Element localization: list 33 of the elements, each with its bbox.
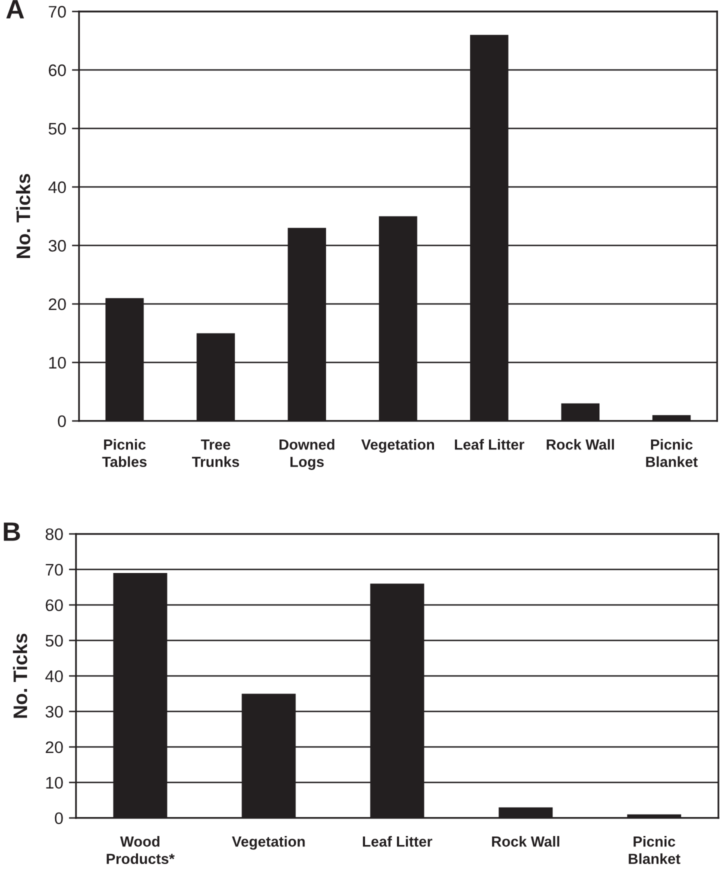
x-tick-label: Picnic Blanket <box>646 439 698 468</box>
x-tick-label: Wood Products* <box>106 836 175 864</box>
x-tick-label: Picnic Tables <box>102 439 147 468</box>
y-tick-label: 60 <box>48 64 66 76</box>
x-tick-label: Vegetation <box>232 836 305 850</box>
x-tick-label: Rock Wall <box>492 836 560 847</box>
chart-title: A <box>6 0 24 18</box>
y-tick-label: 30 <box>46 706 63 718</box>
x-tick-label: Rock Wall <box>546 439 614 450</box>
y-tick-label: 70 <box>46 564 63 576</box>
y-tick-label: 80 <box>46 528 63 540</box>
x-tick-label: Downed Logs <box>280 439 334 470</box>
y-axis-title: No. Ticks <box>16 174 30 258</box>
x-tick-label: Leaf Litter <box>362 836 432 847</box>
y-tick-label: 0 <box>54 812 63 824</box>
x-tick-label: Picnic Blanket <box>628 836 680 864</box>
y-tick-label: 0 <box>58 415 66 428</box>
chart-title: B <box>4 522 20 541</box>
x-tick-label: Tree Trunks <box>192 440 240 468</box>
x-tick-label: Vegetation <box>361 439 434 453</box>
y-axis-title: No. Ticks <box>12 634 28 718</box>
y-tick-label: 20 <box>48 298 66 310</box>
y-tick-label: 10 <box>49 356 66 369</box>
y-tick-label: 10 <box>46 776 63 789</box>
y-tick-label: 40 <box>48 181 66 194</box>
y-tick-label: 50 <box>46 634 63 647</box>
y-tick-label: 60 <box>46 599 63 612</box>
y-tick-label: 70 <box>48 6 66 18</box>
y-tick-label: 50 <box>48 122 66 135</box>
y-tick-label: 30 <box>48 240 66 252</box>
y-tick-label: 20 <box>46 741 63 754</box>
y-tick-label: 40 <box>45 670 63 682</box>
x-tick-label: Leaf Litter <box>454 439 524 450</box>
